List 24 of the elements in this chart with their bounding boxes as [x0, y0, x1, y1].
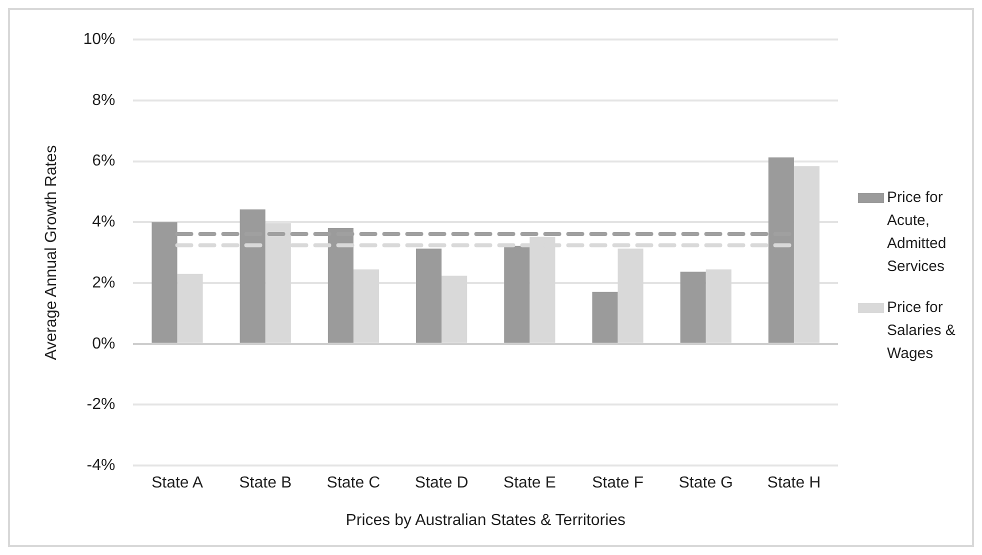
- y-tick-label: 10%: [83, 31, 116, 48]
- x-tick-label: State D: [414, 474, 468, 492]
- bar: [592, 292, 618, 343]
- y-tick-label: -2%: [86, 396, 116, 414]
- y-tick-label: 6%: [92, 152, 116, 170]
- bar: [680, 272, 706, 343]
- y-tick-label: 0%: [92, 335, 116, 352]
- x-tick-label: State F: [592, 474, 644, 492]
- x-tick-label: State E: [503, 474, 556, 492]
- x-tick-label: State G: [678, 474, 733, 492]
- y-tick-label: 8%: [92, 92, 116, 109]
- x-tick-label: State H: [767, 474, 821, 492]
- y-tick-label: 4%: [92, 214, 116, 231]
- bar: [416, 248, 442, 343]
- legend-label: Price for Acute, Admitted Services: [887, 188, 948, 277]
- bar: [504, 246, 530, 343]
- y-tick-label: -4%: [86, 457, 116, 474]
- y-tick-label: 2%: [92, 274, 116, 292]
- x-tick-label: State B: [239, 474, 292, 492]
- y-axis-title: Average Annual Growth Rates: [43, 145, 60, 360]
- legend-label: Price for Salaries & Wages: [887, 298, 956, 364]
- x-tick-label: State C: [326, 474, 380, 492]
- x-tick-label: State A: [151, 474, 204, 492]
- x-axis-title: Prices by Australian States & Territories: [346, 512, 626, 529]
